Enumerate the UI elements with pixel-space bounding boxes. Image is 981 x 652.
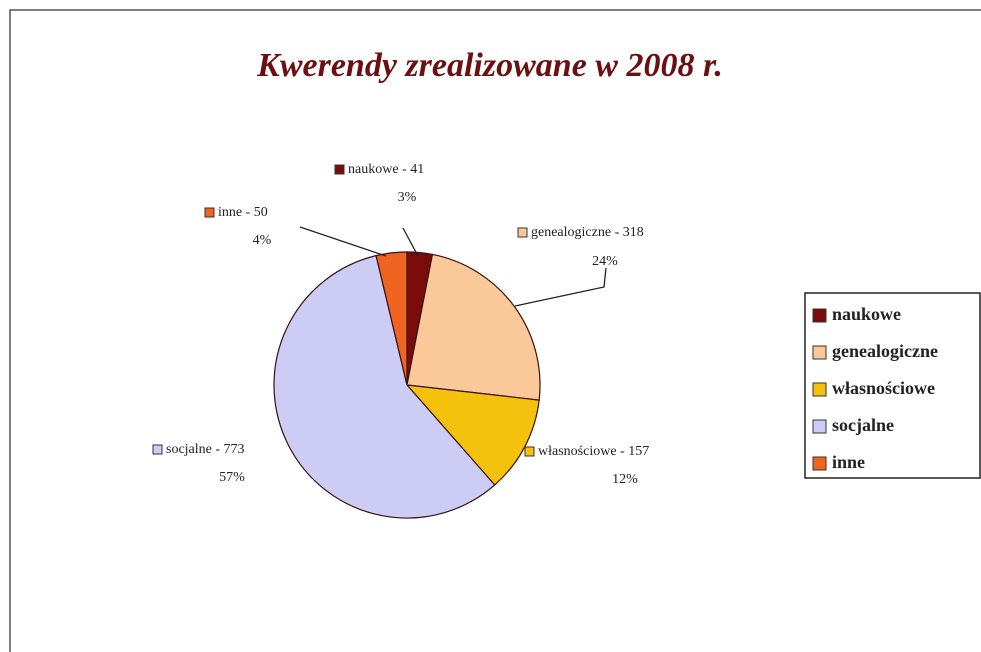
legend-label: genealogiczne bbox=[832, 341, 938, 361]
legend-label: naukowe bbox=[832, 304, 901, 324]
data-label: własnościowe - 157 bbox=[538, 444, 649, 459]
legend-swatch bbox=[812, 308, 827, 323]
label-swatch bbox=[204, 207, 215, 218]
legend-swatch bbox=[812, 345, 827, 360]
pie-slice bbox=[375, 251, 408, 386]
leader-line bbox=[299, 226, 387, 257]
legend-label: socjalne bbox=[832, 415, 894, 435]
pie-slice bbox=[406, 253, 541, 401]
data-label: naukowe - 41 bbox=[348, 162, 424, 177]
chart-title: Kwerendy zrealizowane w 2008 r. bbox=[256, 47, 723, 84]
legend-swatch bbox=[812, 382, 827, 397]
legend-box bbox=[804, 292, 981, 479]
percent-label: 24% bbox=[592, 254, 618, 269]
data-label: socjalne - 773 bbox=[166, 442, 245, 457]
leader-line bbox=[402, 227, 419, 257]
label-swatch bbox=[517, 227, 528, 238]
pie-slice bbox=[273, 254, 496, 519]
leader-line bbox=[514, 267, 607, 307]
label-swatch bbox=[334, 164, 345, 175]
legend-label: własnościowe bbox=[832, 378, 935, 398]
percent-label: 4% bbox=[253, 233, 272, 248]
percent-label: 12% bbox=[612, 472, 638, 487]
data-label: inne - 50 bbox=[218, 205, 268, 220]
label-swatch bbox=[152, 444, 163, 455]
legend-label: inne bbox=[832, 452, 865, 472]
legend-swatch bbox=[812, 419, 827, 434]
frame bbox=[9, 9, 981, 652]
legend-swatch bbox=[812, 456, 827, 471]
percent-label: 3% bbox=[398, 190, 417, 205]
percent-label: 57% bbox=[219, 470, 245, 485]
data-label: genealogiczne - 318 bbox=[531, 225, 644, 240]
label-swatch bbox=[524, 446, 535, 457]
